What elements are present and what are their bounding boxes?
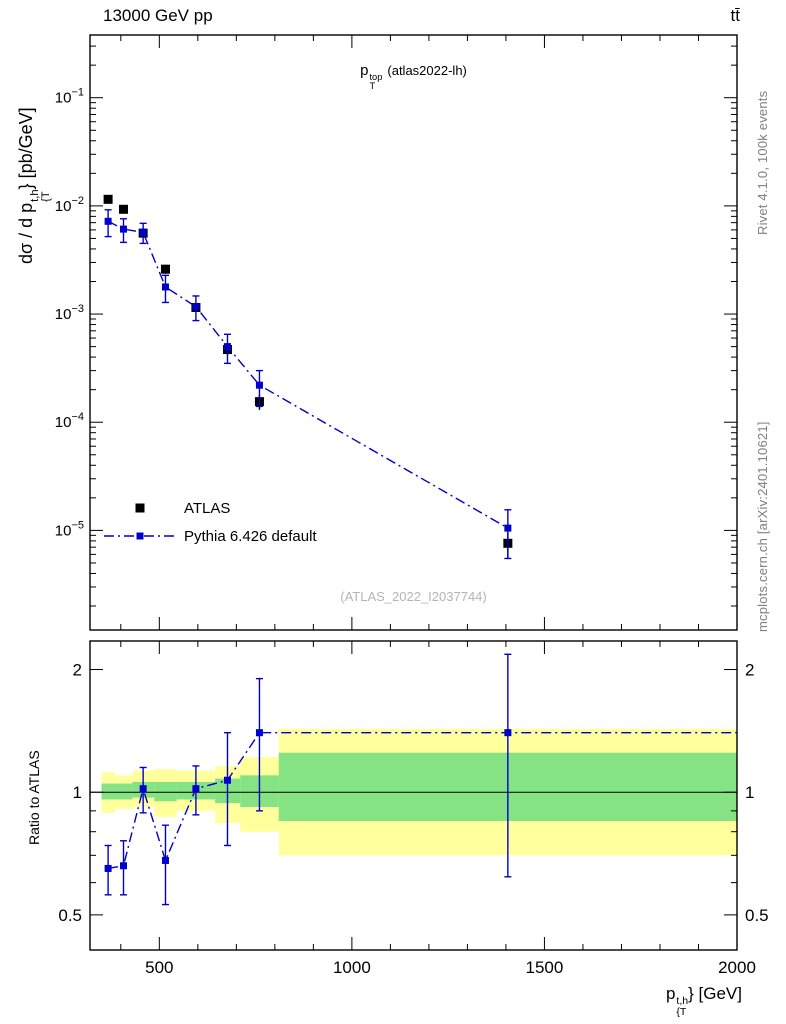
pythia-line-icon bbox=[104, 529, 176, 543]
x-title-prefix: p bbox=[665, 984, 676, 1003]
data-point-marker bbox=[504, 524, 512, 532]
ratio-y-tick-label-left: 0.5 bbox=[58, 906, 82, 925]
legend-item-atlas: ATLAS bbox=[104, 494, 317, 522]
panel-title-analysis: (atlas2022-lh) bbox=[387, 63, 467, 78]
green-uncertainty-band bbox=[101, 783, 116, 800]
data-point-marker bbox=[139, 228, 147, 236]
x-title-sup: t,h bbox=[676, 995, 689, 1008]
data-point-marker bbox=[139, 785, 147, 793]
data-point-marker bbox=[120, 225, 128, 233]
axes-frames-and-ticks bbox=[89, 34, 738, 951]
main-y-title-prefix: dσ / d p bbox=[16, 202, 36, 264]
rivet-version-note: Rivet 4.1.0, 100k events bbox=[755, 90, 770, 235]
x-title-suffix: } [GeV] bbox=[688, 984, 742, 1003]
main-y-tick-label: 10−3 bbox=[55, 303, 84, 323]
ratio-y-tick-label-left: 1 bbox=[73, 783, 82, 802]
data-point-marker bbox=[161, 283, 169, 291]
mcplots-credit-note: mcplots.cern.ch [arXiv:2401.10621] bbox=[755, 421, 770, 632]
pythia-data-series bbox=[104, 209, 512, 560]
data-point-marker bbox=[192, 785, 200, 793]
panel-frame bbox=[89, 640, 738, 951]
panel-title-sub: T bbox=[369, 81, 376, 92]
legend-item-pythia: Pythia 6.426 default bbox=[104, 522, 317, 550]
green-uncertainty-band bbox=[154, 781, 177, 802]
data-point-marker bbox=[161, 856, 169, 864]
x-axis-title: p t,h {T} [GeV] bbox=[666, 984, 742, 1018]
data-point-marker bbox=[160, 264, 170, 274]
legend-label-atlas: ATLAS bbox=[184, 499, 231, 517]
main-y-title-suffix: } [pb/GeV] bbox=[16, 107, 36, 190]
main-y-axis-title: dσ / d p t,h {T} [pb/GeV] bbox=[16, 107, 53, 264]
ratio-y-tick-label-left: 2 bbox=[73, 661, 82, 680]
main-y-tick-label: 10−4 bbox=[55, 411, 84, 431]
legend-label-pythia: Pythia 6.426 default bbox=[184, 527, 317, 545]
x-title-sub: {T bbox=[676, 1006, 687, 1019]
ratio-y-axis-title: Ratio to ATLAS bbox=[26, 750, 42, 845]
ratio-y-tick-label-right: 2 bbox=[745, 661, 754, 680]
main-y-tick-label: 10−5 bbox=[55, 519, 84, 539]
legend: ATLAS Pythia 6.426 default bbox=[104, 494, 317, 550]
main-y-title-sub: {T bbox=[40, 191, 53, 202]
data-point-marker bbox=[104, 217, 112, 225]
data-point-marker bbox=[223, 343, 231, 351]
header-process: tt̄ bbox=[730, 6, 740, 25]
panel-title-sup: top bbox=[369, 71, 383, 82]
main-y-tick-label: 10−1 bbox=[55, 87, 84, 107]
panel-title-symbol: p bbox=[360, 62, 369, 79]
data-point-marker bbox=[223, 776, 231, 784]
data-point-marker bbox=[255, 729, 263, 737]
ratio-data-series bbox=[104, 653, 737, 906]
data-point-marker bbox=[120, 862, 128, 870]
green-uncertainty-band bbox=[115, 783, 133, 800]
analysis-watermark: (ATLAS_2022_I2037744) bbox=[340, 589, 487, 604]
panel-title: p top T (atlas2022-lh) bbox=[90, 62, 737, 92]
x-tick-label: 1000 bbox=[333, 958, 371, 977]
data-point-marker bbox=[192, 303, 200, 311]
data-point-marker bbox=[103, 194, 113, 204]
data-point-marker bbox=[255, 381, 263, 389]
x-tick-label: 2000 bbox=[718, 958, 756, 977]
x-tick-label: 1500 bbox=[526, 958, 564, 977]
data-point-marker bbox=[504, 729, 512, 737]
panel-frame bbox=[89, 34, 738, 631]
data-point-marker bbox=[104, 864, 112, 872]
atlas-marker-icon bbox=[104, 501, 176, 515]
x-tick-label: 500 bbox=[145, 958, 173, 977]
main-y-tick-label: 10−2 bbox=[55, 195, 84, 215]
header-beam-energy: 13000 GeV pp bbox=[103, 6, 213, 25]
ratio-y-tick-label-right: 0.5 bbox=[745, 906, 769, 925]
ratio-y-tick-label-right: 1 bbox=[745, 783, 754, 802]
data-point-marker bbox=[119, 204, 129, 214]
